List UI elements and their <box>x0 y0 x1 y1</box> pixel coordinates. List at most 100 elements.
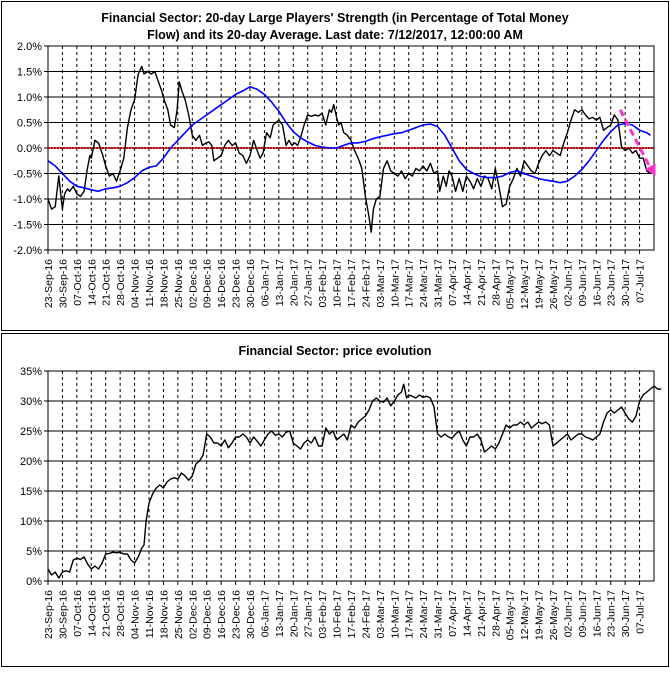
price-chart-xtick-label: 24-Mar-17 <box>418 590 430 639</box>
price-chart-xtick-label: 21-Apr-17 <box>476 590 488 637</box>
price-chart-ytick-label: 15% <box>20 486 42 498</box>
strength-chart-xtick-label: 09-Dec-16 <box>202 259 214 308</box>
price-chart-xtick-label: 23-Jun-17 <box>606 590 618 637</box>
price-chart-xtick-label: 07-Apr-17 <box>447 590 459 637</box>
strength-chart-trend-arrow-shaft <box>618 109 653 171</box>
price-chart-xtick-label: 03-Feb-17 <box>317 590 329 639</box>
strength-chart-ytick-label: -1.5% <box>13 220 42 232</box>
strength-chart-xtick-label: 21-Apr-17 <box>476 259 488 306</box>
strength-chart-ytick-label: 0.0% <box>17 143 42 155</box>
strength-chart-xtick-label: 25-Nov-16 <box>173 259 185 308</box>
strength-chart-series-strength <box>47 65 651 233</box>
strength-chart-ytick-label: -2.0% <box>13 245 42 257</box>
price-chart-xtick-label: 21-Oct-16 <box>101 590 113 637</box>
strength-chart-xtick-label: 10-Feb-17 <box>332 259 344 308</box>
price-chart-xtick-label: 02-Jun-17 <box>562 590 574 637</box>
price-chart-series-price <box>47 383 662 579</box>
strength-chart-series-average <box>47 86 651 193</box>
strength-chart-ytick-label: -0.5% <box>13 169 42 181</box>
price-chart-xtick-label: 16-Jun-17 <box>591 590 603 637</box>
price-chart-xtick-label: 28-Oct-16 <box>115 590 127 637</box>
strength-chart-ytick-label: -1.0% <box>13 194 42 206</box>
price-chart-xtick-label: 25-Nov-16 <box>173 590 185 639</box>
strength-chart-title-line1: Financial Sector: 20-day Large Players' … <box>101 11 568 25</box>
strength-chart-xtick-label: 30-Sep-16 <box>57 259 69 308</box>
price-chart-xtick-label: 30-Jun-17 <box>620 590 632 637</box>
price-chart-xtick-label: 23-Dec-16 <box>231 590 243 639</box>
price-chart-xtick-label: 13-Jan-17 <box>274 590 286 637</box>
price-chart-ytick-label: 35% <box>20 366 42 378</box>
strength-chart-xtick-label: 03-Mar-17 <box>375 259 387 308</box>
price-chart-xtick-label: 16-Dec-16 <box>216 590 228 639</box>
price-chart-xtick-label: 10-Mar-17 <box>389 590 401 639</box>
price-chart-xtick-label: 09-Jun-17 <box>577 590 589 637</box>
price-chart-xtick-label: 23-Sep-16 <box>43 590 55 639</box>
price-chart-ytick-label: 0% <box>26 576 42 588</box>
price-chart-xtick-label: 24-Feb-17 <box>360 590 372 639</box>
strength-chart-xtick-label: 18-Nov-16 <box>158 259 170 308</box>
strength-chart-xtick-label: 07-Apr-17 <box>447 259 459 306</box>
strength-chart-xtick-label: 14-Apr-17 <box>461 259 473 306</box>
strength-chart-xtick-label: 30-Dec-16 <box>245 259 257 308</box>
price-chart-xtick-label: 12-May-17 <box>519 590 531 640</box>
strength-chart-title-line2: Flow) and its 20-day Average. Last date:… <box>147 28 523 42</box>
price-chart-xtick-label: 20-Jan-17 <box>288 590 300 637</box>
price-chart-xtick-label: 14-Oct-16 <box>86 590 98 637</box>
strength-chart-xtick-label: 04-Nov-16 <box>130 259 142 308</box>
price-chart-ytick-label: 10% <box>20 516 42 528</box>
price-chart-ytick-label: 20% <box>20 456 42 468</box>
strength-chart-ytick-label: 0.5% <box>17 118 42 130</box>
price-chart-xtick-label: 05-May-17 <box>505 590 517 640</box>
price-chart-xtick-label: 26-May-17 <box>548 590 560 640</box>
strength-chart-xtick-label: 28-Oct-16 <box>115 259 127 306</box>
strength-chart-xtick-label: 27-Jan-17 <box>303 259 315 306</box>
strength-chart-ytick-label: 1.5% <box>17 67 42 79</box>
strength-chart-xtick-label: 12-May-17 <box>519 259 531 309</box>
price-chart-ytick-label: 5% <box>26 546 42 558</box>
strength-chart-xtick-label: 24-Mar-17 <box>418 259 430 308</box>
strength-chart-xtick-label: 23-Jun-17 <box>606 259 618 306</box>
strength-chart-xtick-label: 21-Oct-16 <box>101 259 113 306</box>
strength-chart-xtick-label: 16-Jun-17 <box>591 259 603 306</box>
strength-chart-xtick-label: 26-May-17 <box>548 259 560 309</box>
price-chart-xtick-label: 28-Apr-17 <box>490 590 502 637</box>
price-chart-xtick-label: 18-Nov-16 <box>158 590 170 639</box>
price-chart-xtick-label: 09-Dec-16 <box>202 590 214 639</box>
price-chart-xtick-label: 19-May-17 <box>534 590 546 640</box>
strength-chart-xtick-label: 23-Dec-16 <box>231 259 243 308</box>
strength-chart-xtick-label: 16-Dec-16 <box>216 259 228 308</box>
price-chart-xtick-label: 06-Jan-17 <box>259 590 271 637</box>
price-chart-ytick-label: 25% <box>20 426 42 438</box>
strength-chart-xtick-label: 02-Jun-17 <box>562 259 574 306</box>
strength-chart-xtick-label: 24-Feb-17 <box>360 259 372 308</box>
strength-chart-xtick-label: 17-Feb-17 <box>346 259 358 308</box>
price-chart-xtick-label: 30-Dec-16 <box>245 590 257 639</box>
strength-chart-ytick-label: 2.0% <box>17 41 42 53</box>
price-chart-xtick-label: 31-Mar-17 <box>433 590 445 639</box>
strength-chart-xtick-label: 28-Apr-17 <box>490 259 502 306</box>
strength-chart-xtick-label: 14-Oct-16 <box>86 259 98 306</box>
strength-chart-xtick-label: 17-Mar-17 <box>404 259 416 308</box>
price-chart-xtick-label: 04-Nov-16 <box>130 590 142 639</box>
strength-chart-xtick-label: 07-Oct-16 <box>72 259 84 306</box>
strength-chart-xtick-label: 02-Dec-16 <box>187 259 199 308</box>
strength-chart-xtick-label: 03-Feb-17 <box>317 259 329 308</box>
price-chart-xtick-label: 17-Feb-17 <box>346 590 358 639</box>
strength-chart-xtick-label: 30-Jun-17 <box>620 259 632 306</box>
price-chart-xtick-label: 07-Jul-17 <box>635 590 647 634</box>
price-chart-xtick-label: 17-Mar-17 <box>404 590 416 639</box>
price-chart-xtick-label: 02-Dec-16 <box>187 590 199 639</box>
strength-chart-xtick-label: 20-Jan-17 <box>288 259 300 306</box>
strength-chart-ytick-label: 1.0% <box>17 92 42 104</box>
price-chart-xtick-label: 07-Oct-16 <box>72 590 84 637</box>
strength-chart-xtick-label: 07-Jul-17 <box>635 259 647 303</box>
strength-chart-xtick-label: 11-Nov-16 <box>144 259 156 307</box>
strength-chart-xtick-label: 06-Jan-17 <box>259 259 271 306</box>
strength-chart-xtick-label: 13-Jan-17 <box>274 259 286 306</box>
strength-chart-xtick-label: 09-Jun-17 <box>577 259 589 306</box>
strength-chart-xtick-label: 10-Mar-17 <box>389 259 401 308</box>
price-chart-ytick-label: 30% <box>20 396 42 408</box>
price-chart-xtick-label: 11-Nov-16 <box>144 590 156 638</box>
price-chart-xtick-label: 03-Mar-17 <box>375 590 387 639</box>
